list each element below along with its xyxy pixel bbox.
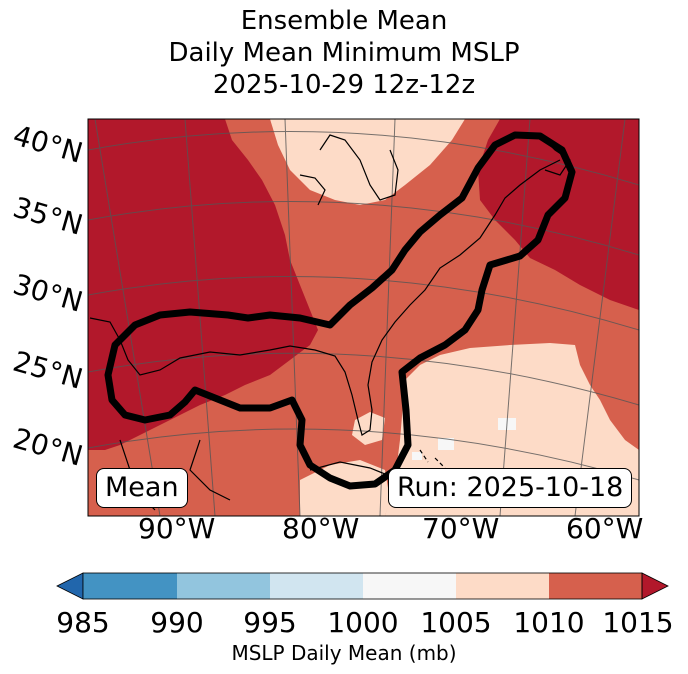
lon-label-80: 80°W [282, 512, 360, 545]
pressure-field-1000-1005-gulf [352, 412, 385, 445]
gridline-lon-90 [184, 119, 216, 516]
gridline-lon-70 [379, 119, 396, 516]
gridline-lon-65 [499, 119, 531, 516]
map-frame [87, 118, 640, 517]
colorbar-label: MSLP Daily Mean (mb) [231, 641, 457, 665]
map-area [88, 119, 639, 516]
colorbar-tick-990: 990 [150, 606, 204, 639]
colorbar-under-extension [56, 572, 84, 600]
colorbar-segment-1010-1015 [549, 573, 642, 599]
colorbar-tick-1000: 1000 [327, 606, 399, 639]
lon-label-90: 90°W [138, 512, 216, 545]
lake-michigan-outline [299, 174, 326, 206]
title-line-3: 2025-10-29 12z-12z [212, 70, 476, 100]
colorbar-segment-990-995 [177, 573, 270, 599]
graticule [88, 119, 639, 516]
lon-label-60: 60°W [566, 512, 644, 545]
pressure-field-1010-1015-northeast [478, 119, 639, 310]
bahamas-marks-2 [434, 457, 446, 469]
yucatan-coastline [189, 439, 231, 501]
gridline-lat-20 [88, 428, 639, 481]
gridline-lat-30 [88, 275, 639, 331]
lon-label-70: 70°W [422, 512, 500, 545]
colorbar-segment-1000-1005 [363, 573, 456, 599]
us-coastline [89, 159, 561, 436]
colorbar-segment-995-1000 [270, 573, 363, 599]
gridline-lon-60 [574, 119, 626, 516]
pressure-field-995-1000-spot-2 [438, 438, 454, 450]
pressure-field-1000-1005-north [270, 119, 465, 205]
pressure-field-995-1000-spot-3 [412, 452, 422, 460]
great-lakes-outline [319, 134, 399, 201]
gridline-lat-25 [88, 352, 639, 406]
colorbar-tick-1010: 1010 [513, 606, 585, 639]
gridline-lon-95 [94, 119, 161, 516]
colorbar-segment-985-990 [83, 573, 177, 599]
colorbar-tick-985: 985 [56, 606, 110, 639]
gridline-lat-40 [88, 130, 639, 186]
colorbar [56, 572, 669, 600]
mean-label: Mean [96, 468, 188, 508]
run-label: Run: 2025-10-18 [388, 468, 633, 508]
colorbar-over-extension [641, 572, 669, 600]
title-line-2: Daily Mean Minimum MSLP [168, 38, 520, 68]
gridline-lat-35 [88, 200, 639, 256]
colorbar-tick-995: 995 [243, 606, 297, 639]
borders [419, 449, 446, 469]
colorbar-segment-1005-1010 [456, 573, 549, 599]
title-line-1: Ensemble Mean [240, 6, 448, 36]
colorbar-frame [82, 572, 643, 600]
bahamas-marks [419, 449, 429, 463]
ensemble-contour [104, 131, 576, 490]
colorbar-tick-1005: 1005 [420, 606, 492, 639]
colorbar-tick-1015: 1015 [602, 606, 674, 639]
